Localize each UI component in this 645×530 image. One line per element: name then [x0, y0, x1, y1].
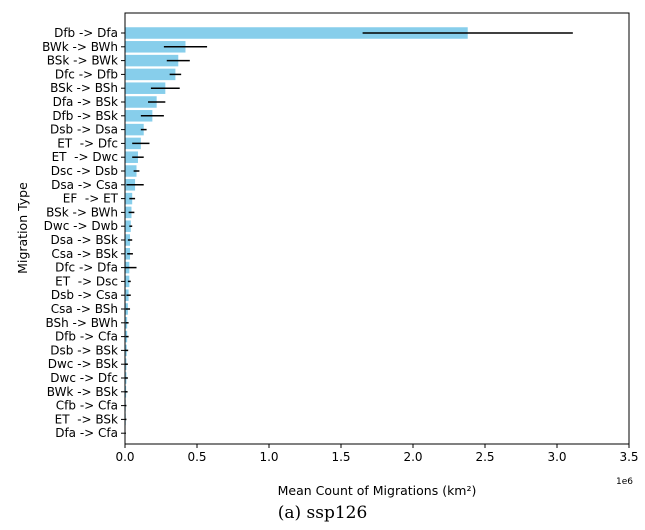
y-tick-label: Dfb -> BSk	[52, 109, 118, 123]
y-tick-label: Dfb -> Cfa	[55, 330, 118, 344]
y-tick-label: BSh -> BWh	[45, 316, 118, 330]
bar	[125, 123, 144, 136]
y-tick-label: Cfb -> Cfa	[56, 399, 118, 413]
y-tick-label: Dfc -> Dfa	[55, 261, 118, 275]
bar	[125, 151, 138, 163]
bar	[125, 54, 179, 67]
x-tick-label: 1.5	[331, 450, 350, 464]
y-tick-label: Dfb -> Dfa	[54, 26, 118, 40]
y-tick-label: Dwc -> BSk	[48, 357, 118, 371]
y-tick-label: Dsb -> Dsa	[50, 123, 118, 137]
x-ticks: 0.0 0.5 1.0 1.5 2.0 2.5 3.0 3.5	[115, 444, 639, 464]
y-tick-label: Csa -> BSh	[51, 302, 118, 316]
y-tick-label: Csa -> BSk	[51, 247, 118, 261]
bar	[125, 206, 132, 219]
y-tick-label: Dfc -> Dfb	[55, 67, 118, 81]
figure-caption: (a) ssp126	[277, 503, 368, 523]
x-tick-label: 3.0	[547, 450, 566, 464]
y-tick-label: Dsa -> BSk	[51, 233, 118, 247]
y-tick-label: BSk -> BWk	[47, 54, 118, 68]
y-tick-label: Dsb -> BSk	[50, 343, 118, 357]
y-tick-label: Dsb -> Csa	[51, 288, 118, 302]
y-tick-label: Dsa -> Csa	[51, 178, 118, 192]
bar	[125, 234, 131, 246]
y-tick-label: Dsc -> Dsb	[51, 164, 118, 178]
y-tick-label: ET -> Dwc	[52, 150, 118, 164]
bar	[125, 192, 133, 205]
x-tick-label: 0.0	[115, 450, 134, 464]
bar	[125, 96, 157, 108]
bar	[125, 82, 166, 94]
bar	[125, 68, 176, 81]
bars-layer	[125, 27, 468, 439]
x-tick-label: 2.5	[475, 450, 494, 464]
x-tick-label: 2.0	[403, 450, 422, 464]
y-tick-label: Dwc -> Dwb	[44, 219, 118, 233]
y-tick-label: Dfa -> BSk	[53, 95, 118, 109]
x-tick-label: 0.5	[187, 450, 206, 464]
y-tick-label: Dfa -> Cfa	[55, 426, 118, 440]
y-tick-label: ET -> Dsc	[55, 274, 118, 288]
bar	[125, 165, 137, 177]
y-tick-label: ET -> BSk	[55, 412, 118, 426]
bar	[125, 41, 186, 53]
error-bars-layer	[125, 32, 573, 434]
y-tick-label: BWk -> BWh	[42, 40, 118, 54]
x-axis-label: Mean Count of Migrations (km²)	[278, 483, 477, 498]
x-tick-label: 3.5	[619, 450, 638, 464]
y-tick-label: Dwc -> Dfc	[50, 371, 118, 385]
y-axis-label: Migration Type	[15, 182, 30, 274]
bar	[125, 110, 153, 122]
y-tick-label: BSk -> BWh	[46, 205, 118, 219]
x-axis-offset-label: 1e6	[616, 477, 633, 487]
y-tick-label: BWk -> BSk	[47, 385, 118, 399]
y-tick-label: EF -> ET	[63, 192, 119, 206]
bar	[125, 27, 468, 39]
y-tick-label: BSk -> BSh	[50, 81, 118, 95]
bar	[125, 220, 131, 232]
y-tick-label: ET -> Dfc	[57, 136, 118, 150]
x-tick-label: 1.0	[259, 450, 278, 464]
plot-frame	[124, 12, 630, 445]
bar	[125, 275, 130, 288]
